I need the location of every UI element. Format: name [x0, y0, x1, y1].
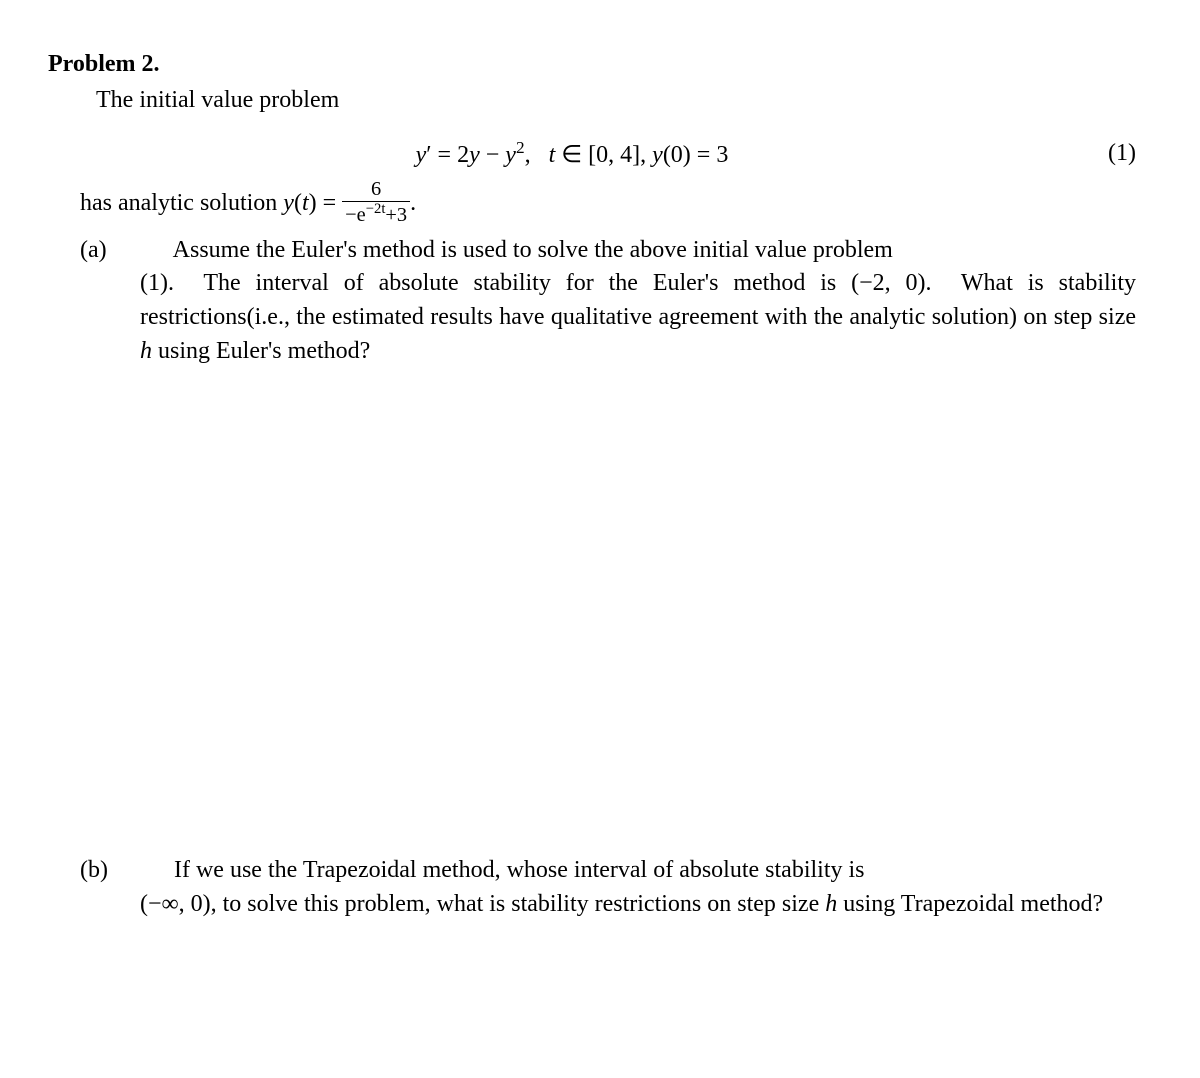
part-a: (a) Assume the Euler's method is used to… [80, 234, 1136, 368]
analytic-solution-line: has analytic solution y(t) = 6 −e−2t+3 . [80, 181, 1136, 228]
equation: y′ = 2y − y2, t ∈ [0, 4], y(0) = 3 [48, 136, 1096, 173]
part-b-body: (−∞, 0), to solve this problem, what is … [140, 888, 1136, 922]
answer-space-a [48, 368, 1136, 848]
equation-row: y′ = 2y − y2, t ∈ [0, 4], y(0) = 3 (1) [48, 133, 1136, 175]
page: Problem 2. The initial value problem y′ … [0, 0, 1200, 1078]
part-a-body: (1). The interval of absolute stability … [140, 267, 1136, 368]
equation-number: (1) [1096, 137, 1136, 171]
problem-heading: Problem 2. [48, 48, 1136, 82]
part-b: (b) If we use the Trapezoidal method, wh… [80, 854, 1136, 921]
part-a-label: (a) [80, 237, 107, 263]
analytic-prefix: has analytic solution [80, 190, 283, 216]
intro-line: The initial value problem [96, 84, 1136, 118]
part-b-first-line: If we use the Trapezoidal method, whose … [174, 857, 865, 883]
problem-label: Problem 2. [48, 51, 160, 77]
fraction-denominator: −e−2t+3 [342, 201, 410, 226]
analytic-suffix: . [410, 190, 416, 216]
fraction: 6 −e−2t+3 [342, 179, 410, 226]
fraction-numerator: 6 [342, 179, 410, 200]
part-b-label: (b) [80, 857, 108, 883]
part-a-first-line: Assume the Euler's method is used to sol… [173, 237, 893, 263]
